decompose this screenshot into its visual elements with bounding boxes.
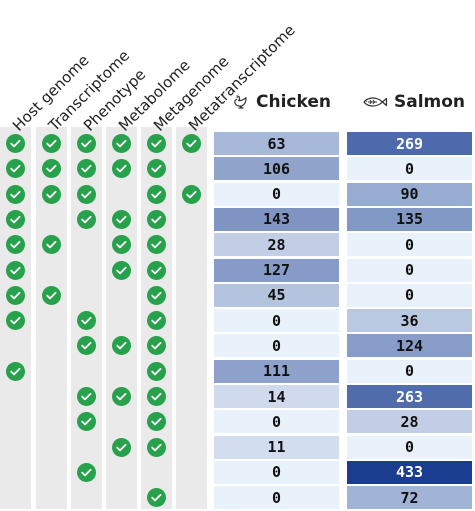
check-icon: [77, 387, 96, 406]
species-header-chicken: Chicken: [232, 92, 331, 112]
check-icon: [147, 361, 166, 381]
species-label: Chicken: [256, 92, 331, 112]
check-icon: [77, 134, 96, 153]
check-icon: [112, 235, 131, 255]
heatmap-cell-chicken: 0: [214, 486, 339, 510]
check-icon: [42, 159, 61, 179]
check-icon: [6, 235, 25, 255]
heatmap-cell-chicken: 28: [214, 233, 339, 257]
heatmap-cell-chicken: 0: [214, 334, 339, 358]
heatmap-cell-chicken: 106: [214, 157, 339, 181]
check-icon: [6, 209, 25, 229]
heatmap-cell-salmon: 433: [347, 460, 472, 484]
check-icon: [42, 184, 61, 204]
heatmap-cell-chicken: 127: [214, 258, 339, 282]
check-icon: [112, 336, 131, 356]
check-icon: [77, 412, 96, 432]
species-header-salmon: Salmon: [362, 92, 465, 112]
check-icon: [147, 285, 166, 305]
heatmap-cell-chicken: 111: [214, 359, 339, 383]
heatmap-cell-salmon: 0: [347, 258, 472, 282]
heatmap-cell-salmon: 90: [347, 182, 472, 206]
heatmap-cell-salmon: 124: [347, 334, 472, 358]
check-icon: [182, 134, 201, 153]
heatmap-cell-chicken: 45: [214, 283, 339, 307]
chicken-icon: [232, 93, 250, 111]
check-icon: [42, 235, 61, 255]
check-icon: [42, 134, 61, 153]
heatmap-cell-chicken: 63: [214, 132, 339, 155]
check-icon: [77, 159, 96, 179]
check-icon: [147, 209, 166, 229]
check-icon: [77, 462, 96, 482]
species-label: Salmon: [394, 92, 466, 112]
check-icon: [147, 260, 166, 280]
heatmap-cell-salmon: 0: [347, 435, 472, 459]
check-icon: [42, 285, 61, 305]
heatmap-cell-chicken: 143: [214, 207, 339, 231]
check-icon: [6, 361, 25, 381]
check-icon: [6, 134, 25, 153]
heatmap-cell-salmon: 0: [347, 233, 472, 257]
heatmap-cell-chicken: 14: [214, 385, 339, 408]
check-icon: [147, 311, 166, 331]
heatmap-cell-salmon: 0: [347, 157, 472, 181]
check-icon: [6, 311, 25, 331]
check-icon: [77, 336, 96, 356]
heatmap-cell-chicken: 0: [214, 309, 339, 333]
check-icon: [147, 159, 166, 179]
heatmap-cell-salmon: 0: [347, 359, 472, 383]
check-icon: [77, 209, 96, 229]
salmon-icon: [362, 95, 388, 109]
check-icon: [112, 387, 131, 406]
check-icon: [147, 134, 166, 153]
heatmap-cell-salmon: 28: [347, 410, 472, 434]
check-icon: [77, 184, 96, 204]
check-icon: [112, 209, 131, 229]
check-icon: [147, 184, 166, 204]
heatmap-cell-chicken: 0: [214, 410, 339, 434]
check-icon: [112, 437, 131, 457]
check-icon: [147, 387, 166, 406]
heatmap-cell-salmon: 0: [347, 283, 472, 307]
check-icon: [112, 134, 131, 153]
heatmap-cell-salmon: 269: [347, 132, 472, 155]
check-icon: [112, 260, 131, 280]
check-icon: [147, 336, 166, 356]
check-icon: [147, 437, 166, 457]
heatmap-cell-salmon: 36: [347, 309, 472, 333]
heatmap-cell-salmon: 135: [347, 207, 472, 231]
check-icon: [182, 184, 201, 204]
heatmap-cell-salmon: 263: [347, 385, 472, 408]
check-icon: [147, 412, 166, 432]
heatmap-cell-chicken: 11: [214, 435, 339, 459]
check-icon: [147, 235, 166, 255]
check-icon: [6, 285, 25, 305]
check-icon: [6, 260, 25, 280]
heatmap-cell-chicken: 0: [214, 460, 339, 484]
check-icon: [6, 159, 25, 179]
check-icon: [6, 184, 25, 204]
check-icon: [112, 159, 131, 179]
heatmap-cell-chicken: 0: [214, 182, 339, 206]
check-icon: [77, 311, 96, 331]
check-icon: [147, 488, 166, 508]
heatmap-cell-salmon: 72: [347, 486, 472, 510]
